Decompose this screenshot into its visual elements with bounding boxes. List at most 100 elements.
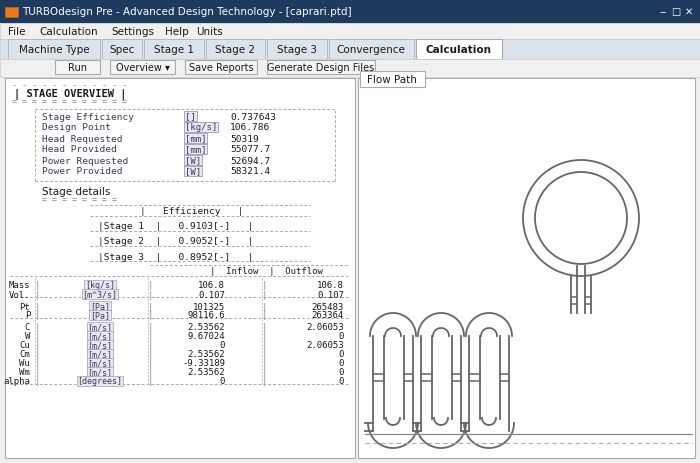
Text: |: | bbox=[35, 290, 41, 299]
Text: |: | bbox=[262, 302, 267, 311]
Text: Help: Help bbox=[165, 27, 189, 37]
Text: Design Point: Design Point bbox=[42, 123, 111, 132]
Text: Cm: Cm bbox=[20, 350, 30, 359]
Text: Calculation: Calculation bbox=[39, 27, 98, 37]
Text: Power Requested: Power Requested bbox=[42, 156, 128, 165]
Text: Stage Efficiency: Stage Efficiency bbox=[42, 112, 134, 121]
Text: 0: 0 bbox=[339, 350, 344, 359]
Text: |: | bbox=[262, 359, 267, 368]
FancyBboxPatch shape bbox=[360, 72, 425, 88]
Text: Pt: Pt bbox=[20, 302, 30, 311]
Text: Calculation: Calculation bbox=[426, 45, 491, 55]
Text: 0.107: 0.107 bbox=[198, 290, 225, 299]
FancyBboxPatch shape bbox=[267, 40, 326, 60]
Text: Stage 1: Stage 1 bbox=[154, 45, 194, 55]
Text: 55077.7: 55077.7 bbox=[230, 145, 270, 154]
Text: [m/s]: [m/s] bbox=[88, 359, 113, 368]
Text: Convergence: Convergence bbox=[337, 45, 406, 55]
Text: alpha: alpha bbox=[3, 377, 30, 386]
Text: 265483: 265483 bbox=[312, 302, 344, 311]
Text: File: File bbox=[8, 27, 25, 37]
FancyBboxPatch shape bbox=[0, 40, 700, 60]
Text: |: | bbox=[35, 311, 41, 320]
Text: |: | bbox=[148, 290, 153, 299]
Text: |Stage 1  |   0.9103[-]   |: |Stage 1 | 0.9103[-] | bbox=[98, 222, 253, 231]
FancyBboxPatch shape bbox=[328, 40, 414, 60]
Text: [m/s]: [m/s] bbox=[88, 350, 113, 359]
Text: Wm: Wm bbox=[20, 368, 30, 377]
Text: = = = = = = = =: = = = = = = = = bbox=[42, 195, 117, 204]
Text: 263364: 263364 bbox=[312, 311, 344, 320]
Text: |: | bbox=[148, 359, 153, 368]
Text: [m/s]: [m/s] bbox=[88, 332, 113, 341]
Text: TURBOdesign Pre - Advanced Design Technology - [caprari.ptd]: TURBOdesign Pre - Advanced Design Techno… bbox=[22, 7, 351, 17]
Text: |: | bbox=[262, 341, 267, 350]
Text: |: | bbox=[35, 368, 41, 377]
FancyBboxPatch shape bbox=[358, 79, 695, 458]
Text: [mm]: [mm] bbox=[185, 145, 206, 154]
Text: C: C bbox=[25, 323, 30, 332]
Text: 0: 0 bbox=[339, 368, 344, 377]
Text: Mass: Mass bbox=[8, 281, 30, 290]
FancyBboxPatch shape bbox=[185, 61, 257, 75]
FancyBboxPatch shape bbox=[206, 40, 265, 60]
Text: |: | bbox=[35, 341, 41, 350]
Text: 2.53562: 2.53562 bbox=[188, 350, 225, 359]
Text: Flow Path: Flow Path bbox=[367, 75, 417, 85]
Text: |: | bbox=[35, 332, 41, 341]
Text: |: | bbox=[148, 302, 153, 311]
Text: ‒: ‒ bbox=[660, 7, 666, 17]
Text: [m/s]: [m/s] bbox=[88, 341, 113, 350]
Text: P: P bbox=[25, 311, 30, 320]
FancyBboxPatch shape bbox=[5, 8, 18, 18]
Text: -9.33189: -9.33189 bbox=[182, 359, 225, 368]
Text: |: | bbox=[148, 377, 153, 386]
Text: [m^3/s]: [m^3/s] bbox=[83, 290, 118, 299]
FancyBboxPatch shape bbox=[416, 40, 501, 60]
Text: |: | bbox=[148, 323, 153, 332]
Text: |: | bbox=[262, 323, 267, 332]
FancyBboxPatch shape bbox=[0, 24, 700, 40]
Text: |  Inflow  |  Outflow: | Inflow | Outflow bbox=[210, 267, 323, 276]
FancyBboxPatch shape bbox=[0, 60, 700, 78]
Text: ✕: ✕ bbox=[685, 7, 693, 17]
Text: Stage details: Stage details bbox=[42, 187, 111, 197]
Text: 58321.4: 58321.4 bbox=[230, 167, 270, 176]
Text: 0: 0 bbox=[220, 377, 225, 386]
Text: | STAGE OVERVIEW |: | STAGE OVERVIEW | bbox=[14, 88, 127, 99]
Text: |: | bbox=[148, 341, 153, 350]
Text: |: | bbox=[262, 350, 267, 359]
Text: |   Efficiency   |: | Efficiency | bbox=[140, 207, 244, 216]
Text: |: | bbox=[35, 281, 41, 290]
Text: Head Provided: Head Provided bbox=[42, 145, 117, 154]
Text: Settings: Settings bbox=[111, 27, 154, 37]
Text: [m/s]: [m/s] bbox=[88, 368, 113, 377]
Text: |: | bbox=[35, 377, 41, 386]
Text: 2.06053: 2.06053 bbox=[307, 341, 344, 350]
Text: 2.53562: 2.53562 bbox=[188, 323, 225, 332]
Text: |: | bbox=[148, 281, 153, 290]
Text: |: | bbox=[148, 350, 153, 359]
Text: |: | bbox=[35, 323, 41, 332]
Text: |: | bbox=[35, 302, 41, 311]
Text: Machine Type: Machine Type bbox=[19, 45, 90, 55]
FancyBboxPatch shape bbox=[110, 61, 175, 75]
Text: 0.737643: 0.737643 bbox=[230, 112, 276, 121]
Text: Run: Run bbox=[68, 63, 87, 73]
Text: |: | bbox=[148, 311, 153, 320]
Text: [degrees]: [degrees] bbox=[78, 377, 122, 386]
Text: |: | bbox=[262, 332, 267, 341]
Text: |: | bbox=[262, 290, 267, 299]
Text: |: | bbox=[148, 332, 153, 341]
Text: []: [] bbox=[185, 112, 196, 121]
FancyBboxPatch shape bbox=[5, 79, 355, 458]
Text: 50319: 50319 bbox=[230, 134, 259, 143]
Text: [Pa]: [Pa] bbox=[90, 302, 110, 311]
Text: [W]: [W] bbox=[185, 156, 201, 165]
Text: Units: Units bbox=[197, 27, 223, 37]
Text: |: | bbox=[35, 359, 41, 368]
Text: □: □ bbox=[671, 7, 680, 17]
Text: |: | bbox=[262, 281, 267, 290]
Text: Stage 2: Stage 2 bbox=[216, 45, 256, 55]
FancyBboxPatch shape bbox=[267, 61, 375, 75]
